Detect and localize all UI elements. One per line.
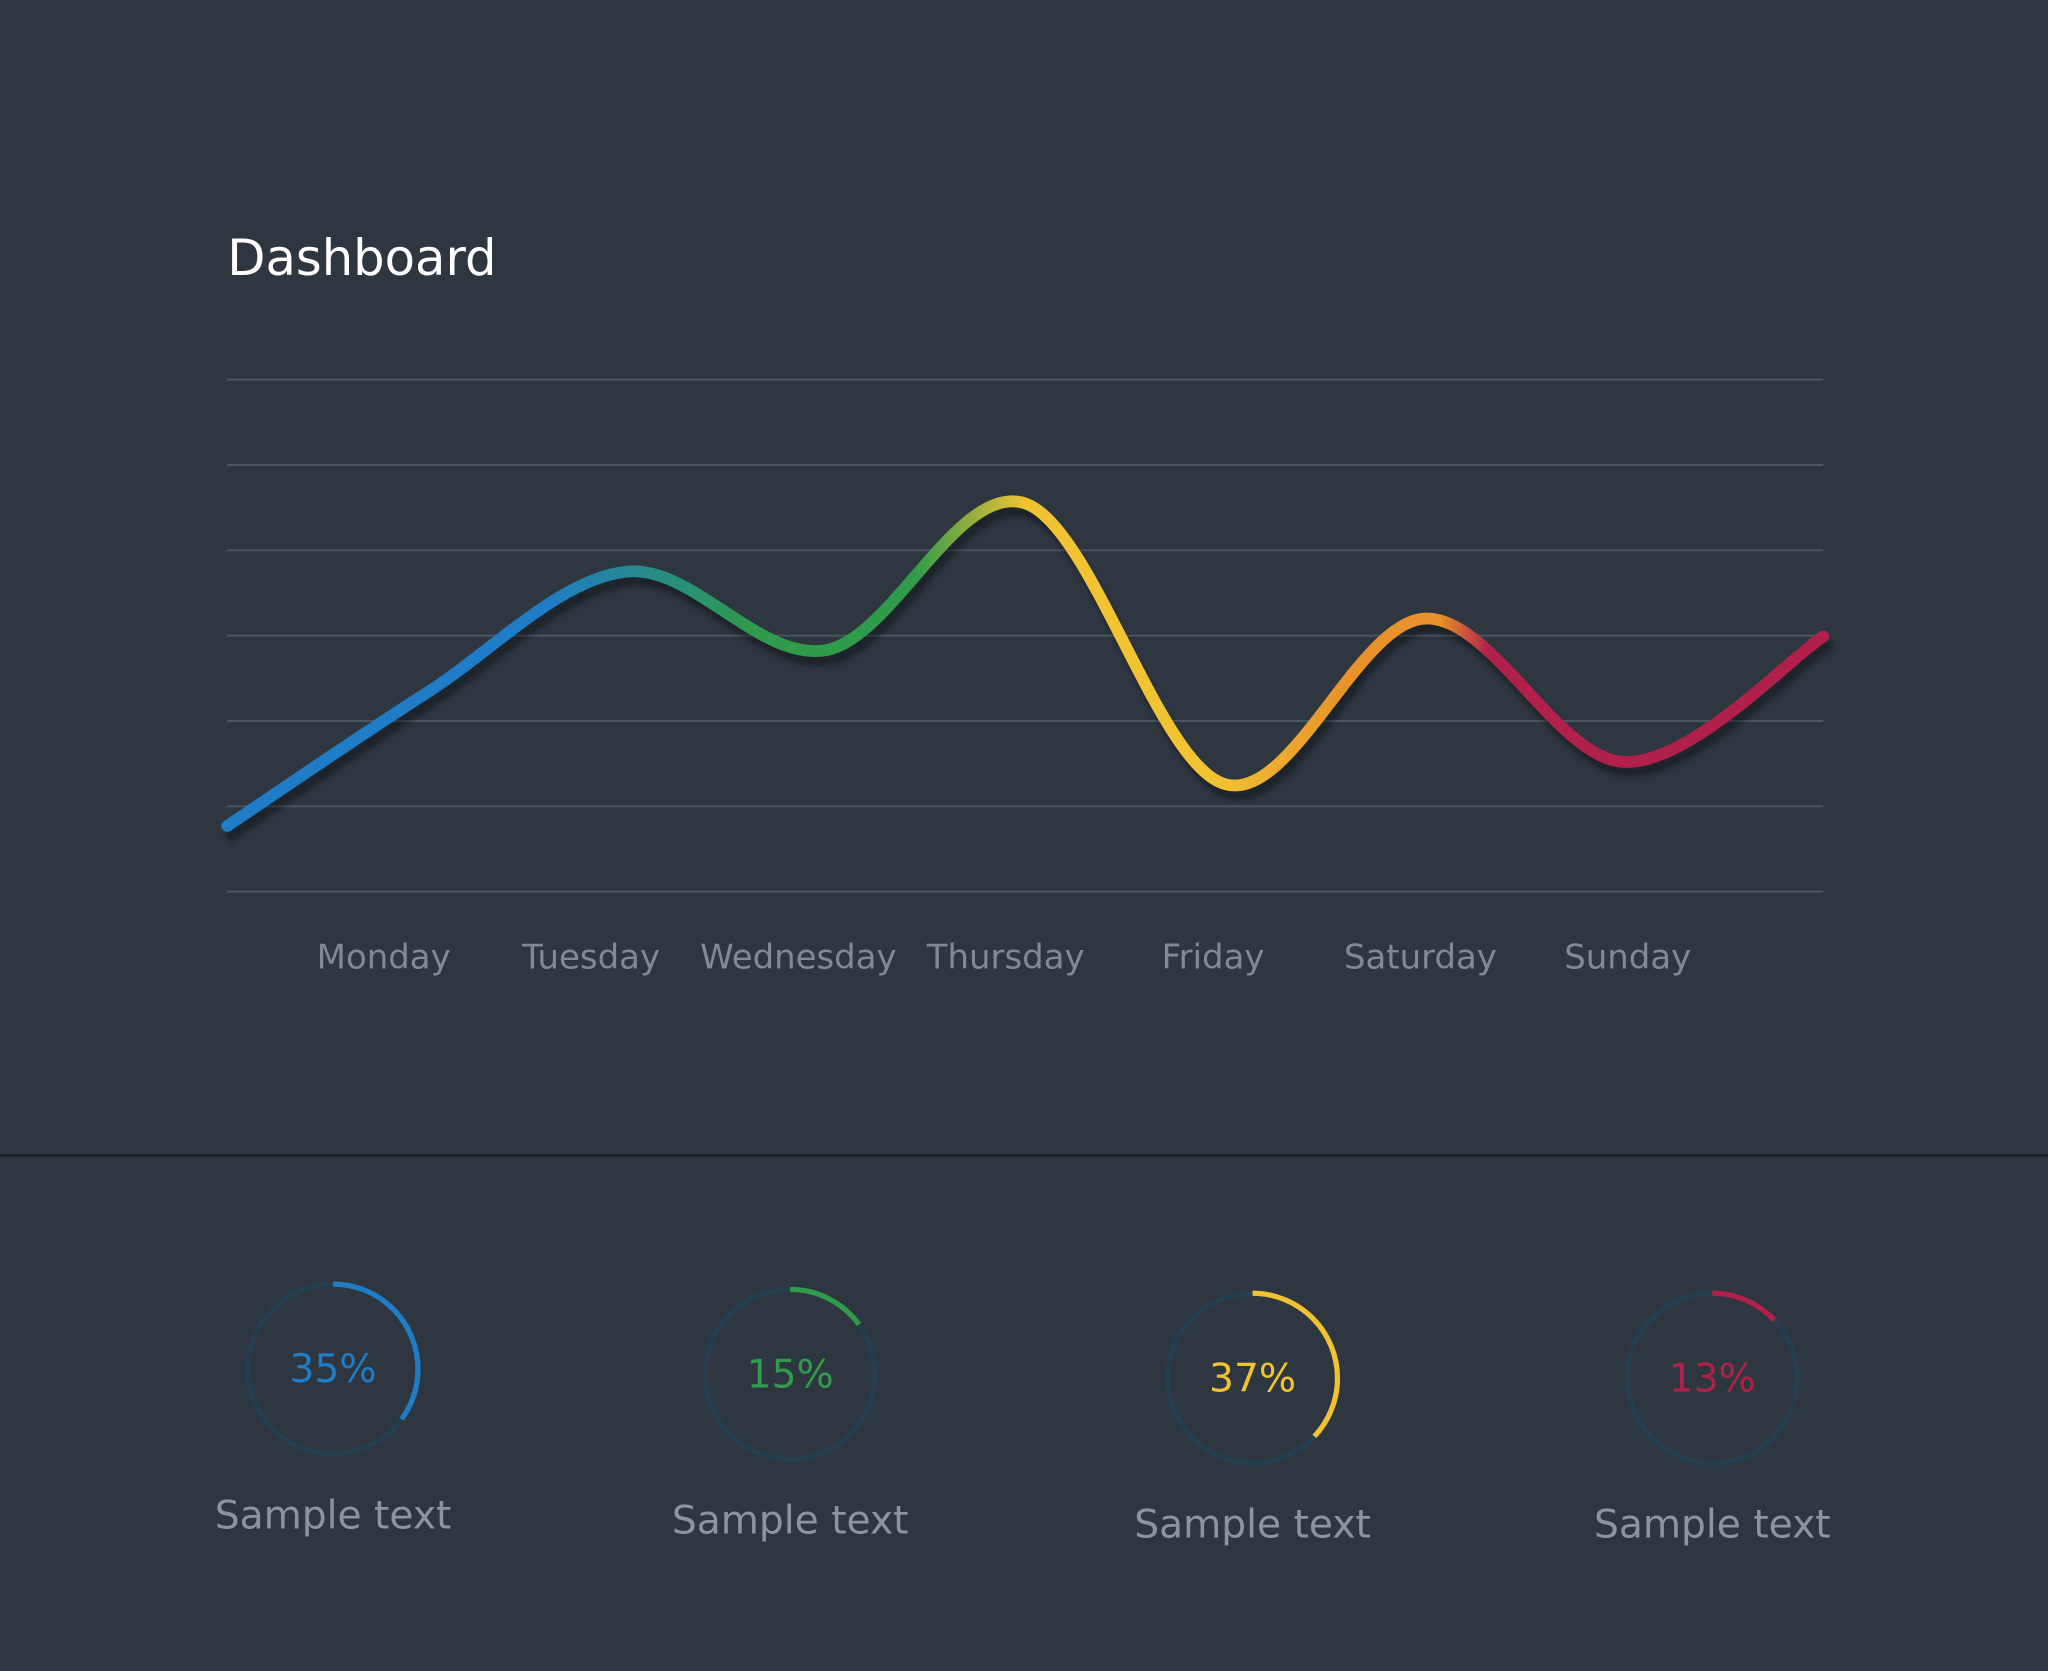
- gauge-value: 37%: [1209, 1356, 1296, 1401]
- gauge-arc: [1624, 1290, 1800, 1466]
- x-tick-label: Monday: [317, 937, 451, 977]
- x-tick-label: Tuesday: [521, 937, 660, 977]
- gauge-arc: [1165, 1290, 1341, 1466]
- gauge-caption: Sample text: [215, 1493, 452, 1538]
- x-tick-label: Saturday: [1344, 937, 1497, 977]
- gauge-arc: [245, 1281, 421, 1457]
- gauge-caption: Sample text: [1594, 1503, 1831, 1548]
- x-tick-label: Sunday: [1564, 937, 1691, 977]
- gauge-value: 15%: [747, 1352, 834, 1397]
- line: [221, 495, 1830, 832]
- gauge-arc: [702, 1286, 878, 1462]
- x-tick-label: Wednesday: [700, 937, 896, 977]
- gauge-value: 35%: [290, 1347, 377, 1392]
- x-tick-label: Friday: [1162, 937, 1265, 977]
- x-tick-label: Thursday: [926, 937, 1085, 977]
- gauge-caption: Sample text: [1134, 1503, 1371, 1548]
- gauge-value: 13%: [1669, 1356, 1756, 1401]
- chart-title: Dashboard: [227, 229, 496, 287]
- gauge-caption: Sample text: [672, 1499, 909, 1544]
